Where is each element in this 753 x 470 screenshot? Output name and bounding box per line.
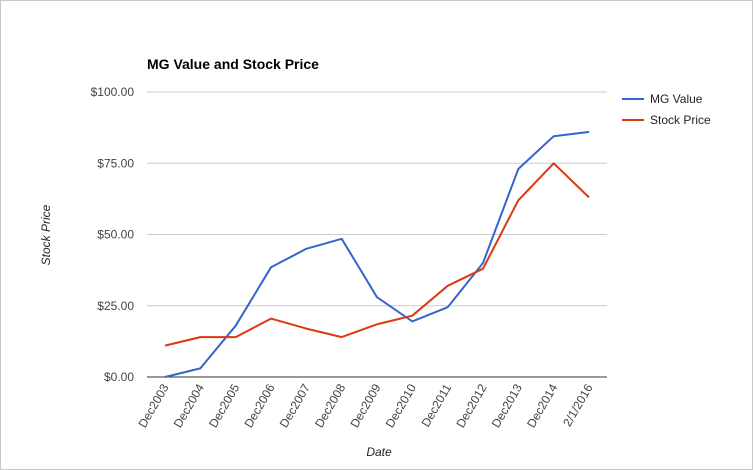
y-tick-label: $0.00 — [104, 370, 134, 384]
x-tick-label: Dec2004 — [171, 381, 207, 430]
x-tick-label: 2/1/2016 — [560, 381, 596, 429]
x-tick-label: Dec2012 — [453, 381, 489, 430]
y-tick-label: $75.00 — [97, 156, 134, 170]
x-tick-label: Dec2010 — [383, 381, 419, 430]
x-tick-label: Dec2008 — [312, 381, 348, 430]
x-axis-ticks: Dec2003 Dec2004 Dec2005 Dec2006 Dec2007 Dec20… — [135, 381, 595, 430]
y-tick-label: $100.00 — [91, 85, 135, 99]
x-tick-label: Dec2011 — [419, 381, 455, 429]
x-tick-label: Dec2006 — [241, 381, 277, 430]
x-tick-label: Dec2014 — [524, 381, 560, 430]
legend: MG Value Stock Price — [622, 92, 711, 127]
x-tick-label: Dec2013 — [489, 381, 525, 430]
series-line-stock-price — [164, 162, 590, 347]
x-tick-label: Dec2003 — [135, 381, 171, 430]
y-tick-label: $25.00 — [97, 299, 134, 313]
legend-label: Stock Price — [650, 113, 711, 127]
x-tick-label: Dec2005 — [206, 381, 242, 430]
legend-label: MG Value — [650, 92, 703, 106]
y-tick-label: $50.00 — [97, 228, 134, 242]
chart-title: MG Value and Stock Price — [147, 56, 319, 72]
x-tick-label: Dec2007 — [277, 381, 313, 430]
x-tick-label: Dec2009 — [347, 381, 383, 430]
series-lines — [164, 130, 590, 378]
series-line-mg-value — [164, 130, 590, 378]
x-axis-label: Date — [366, 445, 392, 459]
gridlines — [147, 91, 607, 378]
y-axis-ticks: $0.00 $25.00 $50.00 $75.00 $100.00 — [91, 85, 135, 384]
y-axis-label: Stock Price — [39, 204, 53, 265]
